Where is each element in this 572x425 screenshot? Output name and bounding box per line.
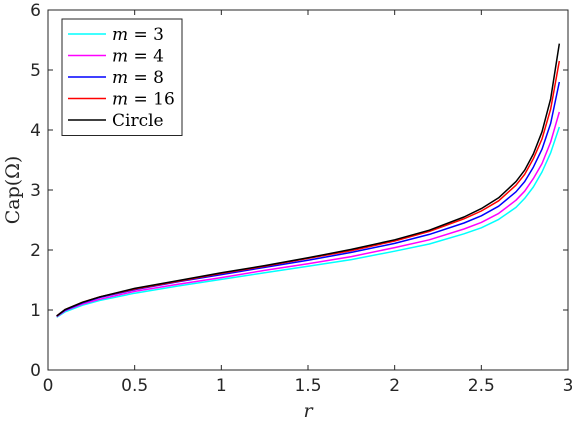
x-tick-label: 3 [563,376,572,396]
x-tick-label: 1.5 [294,376,321,396]
x-tick-label: 2 [389,376,400,396]
legend-variable: m [112,25,128,45]
legend-variable: m [112,90,128,110]
legend-label-1: m = 4 [112,47,164,67]
x-tick-label: 0 [43,376,54,396]
legend-label-4: Circle [112,111,164,131]
x-axis-label: r [303,400,314,422]
y-axis-label: Cap(Ω) [2,156,24,225]
series-layer [56,43,561,318]
series-line-0 [56,126,561,318]
legend-value: = 8 [128,68,164,88]
y-tick-label: 5 [30,61,41,81]
x-tick-label: 0.5 [121,376,148,396]
legend-label-3: m = 16 [112,90,175,110]
y-tick-label: 1 [30,301,41,321]
legend-value: = 16 [128,90,175,110]
legend-value: = 4 [128,47,164,67]
y-tick-label: 4 [30,121,41,141]
y-tick-label: 2 [30,241,41,261]
x-tick-label: 1 [216,376,227,396]
legend-variable: m [112,47,128,67]
axes-layer: 0 0.5 1 1.5 2 2.5 3 0 1 2 3 4 5 6 [30,1,572,396]
series-line-1 [56,111,561,318]
y-tick-label: 0 [30,361,41,381]
legend-value: Circle [112,111,164,131]
y-tick-label: 6 [30,1,41,21]
legend-variable: m [112,68,128,88]
series-line-4 [56,43,561,317]
legend-value: = 3 [128,25,164,45]
legend-label-0: m = 3 [112,25,164,45]
y-tick-label: 3 [30,181,41,201]
x-tick-label: 2.5 [468,376,495,396]
legend-label-2: m = 8 [112,68,164,88]
